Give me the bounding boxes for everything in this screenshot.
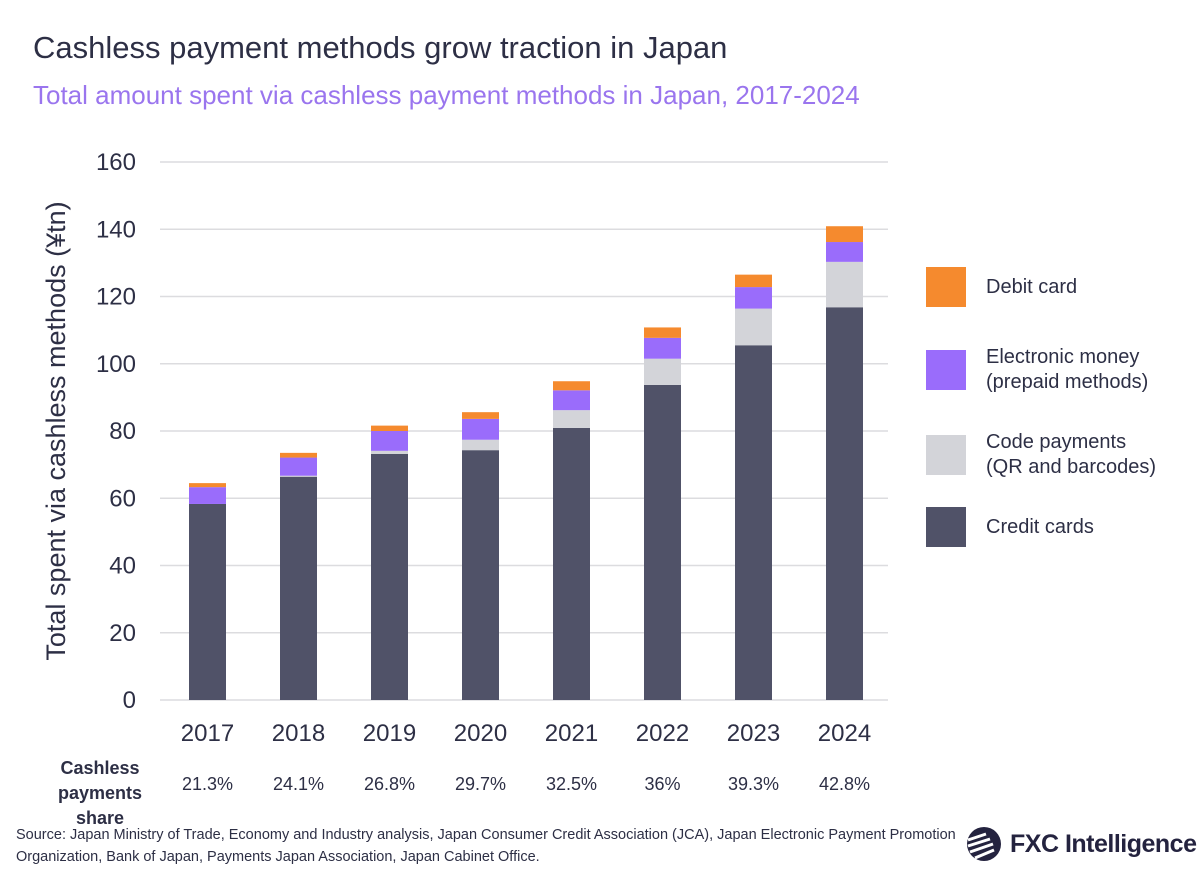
x-tick-label: 2024	[818, 720, 871, 747]
share-value: 42.8%	[818, 774, 871, 794]
bar-segment	[553, 410, 590, 428]
legend-item-credit: Credit cards	[926, 507, 1196, 547]
bar-segment	[280, 457, 317, 476]
x-tick-label: 2019	[363, 720, 416, 747]
bar-segment	[644, 384, 681, 700]
share-value: 32.5%	[545, 774, 598, 794]
bar-segment	[280, 475, 317, 477]
x-tick-label: 2023	[727, 720, 780, 747]
y-tick-label: 20	[109, 620, 136, 647]
legend-label: Credit cards	[986, 515, 1094, 538]
bar-segment	[735, 345, 772, 700]
legend-item-code: Code payments (QR and barcodes)	[926, 430, 1196, 480]
y-tick-label: 40	[109, 553, 136, 580]
share-value: 36%	[644, 774, 681, 794]
y-tick-label: 100	[96, 351, 136, 378]
legend-label: Code payments (QR and barcodes)	[986, 431, 1157, 478]
bar-segment	[462, 418, 499, 440]
chart-title: Cashless payment methods grow traction i…	[33, 30, 728, 65]
y-tick-label: 0	[123, 687, 136, 714]
y-axis-label: Total spent via cashless methods (¥tn)	[41, 201, 71, 660]
bar-segment	[189, 483, 226, 488]
bar-segment	[826, 242, 863, 262]
y-tick-label: 120	[96, 284, 136, 311]
bar-segment	[826, 307, 863, 700]
share-value: 21.3%	[181, 774, 234, 794]
share-value: 39.3%	[727, 774, 780, 794]
x-tick-label: 2018	[272, 720, 325, 747]
legend-label: Debit card	[986, 275, 1078, 298]
legend-item-debit: Debit card	[926, 267, 1196, 307]
legend-swatch	[926, 267, 966, 307]
share-value: 24.1%	[272, 774, 325, 794]
bar-segment	[189, 487, 226, 504]
x-tick-label: 2020	[454, 720, 507, 747]
bar-segment	[371, 450, 408, 454]
bar-segment	[553, 381, 590, 391]
legend-swatch	[926, 507, 966, 547]
bar-segment	[371, 431, 408, 451]
legend-item-emoney: Electronic money (prepaid methods)	[926, 345, 1196, 395]
share-value: 26.8%	[363, 774, 416, 794]
bar-segment	[462, 439, 499, 451]
y-tick-label: 80	[109, 418, 136, 445]
bar-segment	[280, 452, 317, 458]
chart-subtitle: Total amount spent via cashless payment …	[33, 80, 860, 110]
bar-segment	[826, 226, 863, 243]
x-tick-label: 2017	[181, 720, 234, 747]
bar-segment	[553, 390, 590, 411]
y-tick-label: 140	[96, 216, 136, 243]
bar-segment	[735, 274, 772, 288]
bar-segment	[644, 337, 681, 359]
bar-segment	[462, 412, 499, 419]
bar-segment	[644, 327, 681, 338]
bar-segment	[371, 425, 408, 431]
legend-swatch	[926, 435, 966, 475]
bar-segment	[189, 503, 226, 700]
logo-icon	[967, 827, 1001, 861]
legend-swatch	[926, 350, 966, 390]
bar-segment	[280, 476, 317, 700]
bar-segment	[735, 287, 772, 309]
x-tick-label: 2021	[545, 720, 598, 747]
fxc-logo: FXC Intelligence	[966, 826, 1197, 862]
bar-segment	[644, 358, 681, 385]
source-note: Source: Japan Ministry of Trade, Economy…	[16, 827, 956, 865]
share-row-label: Cashless payments share	[57, 758, 143, 828]
bar-segment	[371, 453, 408, 700]
y-tick-label: 160	[96, 149, 136, 176]
bar-segment	[462, 450, 499, 700]
share-value: 29.7%	[454, 774, 507, 794]
logo-text: FXC Intelligence	[1010, 829, 1197, 858]
y-tick-label: 60	[109, 485, 136, 512]
bar-segment	[735, 308, 772, 346]
x-tick-label: 2022	[636, 720, 689, 747]
legend-label: Electronic money (prepaid methods)	[986, 346, 1149, 393]
bar-segment	[553, 427, 590, 700]
bar-segment	[826, 261, 863, 308]
